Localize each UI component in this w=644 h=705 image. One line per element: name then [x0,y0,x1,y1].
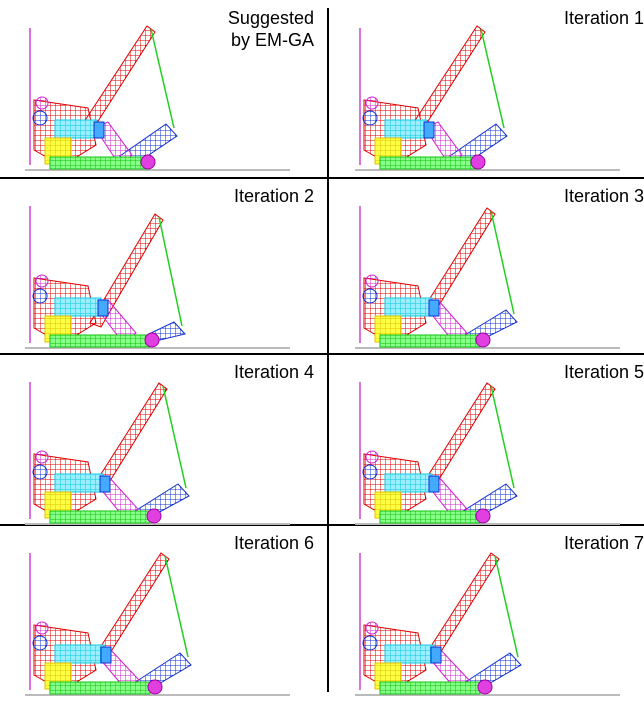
panel-label: Iteration 5 [564,362,644,382]
head [362,110,378,126]
mannequin [355,25,620,171]
cable [480,28,505,129]
head [362,288,378,304]
cable [158,216,183,327]
joint [100,646,112,664]
joint [93,121,105,139]
hand [35,96,49,110]
pelvis [54,644,105,664]
mannequin [355,382,620,525]
upper-arm [93,382,168,490]
joint [99,475,111,493]
cable [494,555,519,658]
mannequin [355,552,620,696]
foot [147,679,163,695]
hand [365,274,379,288]
pelvis [54,297,102,317]
hand [365,450,379,464]
mannequin [355,206,620,349]
pelvis [384,119,428,139]
joint [428,299,440,317]
base [379,510,481,524]
hand [35,621,49,635]
head [32,288,48,304]
panel-label: Iteration 2 [234,186,314,206]
panel: Iteration 6 [25,533,314,696]
upper-arm [81,25,156,130]
upper-arm [95,552,170,659]
joint [423,121,435,139]
foot [140,154,156,170]
panel: Iteration 1 [355,8,644,171]
base [49,156,151,170]
cable [164,555,189,658]
panel: Iteration 4 [25,362,314,525]
foot [475,332,491,348]
upper-arm [421,207,496,316]
base [379,681,481,695]
joint [430,646,442,664]
hand [365,96,379,110]
joint [97,299,109,317]
hand [35,274,49,288]
mannequin [25,382,290,525]
cable [150,28,175,129]
mannequin [25,552,290,696]
panel: Iteration 7 [355,533,644,696]
pelvis [384,297,433,317]
head [32,110,48,126]
mannequin [25,25,290,171]
foot [470,154,486,170]
pelvis [384,473,433,493]
panel-label: Iteration 4 [234,362,314,382]
panel: Iteration 3 [355,186,644,349]
head [32,635,48,651]
cable [490,210,515,315]
base [49,681,151,695]
base [49,334,151,348]
pelvis [54,119,98,139]
joint [428,475,440,493]
pelvis [54,473,104,493]
head [362,464,378,480]
cable [490,385,515,489]
base [379,156,481,170]
panel-label: Iteration 7 [564,533,644,553]
panel-label: Suggested [228,8,314,28]
panel-label: Iteration 3 [564,186,644,206]
panel: Iteration 5 [355,362,644,525]
panel-label: by EM-GA [231,30,314,50]
base [49,510,151,524]
foot [146,508,162,524]
panel: Iteration 2 [25,186,314,349]
upper-arm [421,382,496,490]
hand [35,450,49,464]
foot [475,508,491,524]
panel-label: Iteration 1 [564,8,644,28]
upper-arm [425,552,500,659]
hand [365,621,379,635]
panel-label: Iteration 6 [234,533,314,553]
pelvis [384,644,435,664]
foot [477,679,493,695]
base [379,334,481,348]
foot [144,332,160,348]
upper-arm [411,25,486,130]
head [362,635,378,651]
head [32,464,48,480]
upper-arm [89,213,164,328]
mannequin [25,206,290,349]
cable [162,385,187,489]
